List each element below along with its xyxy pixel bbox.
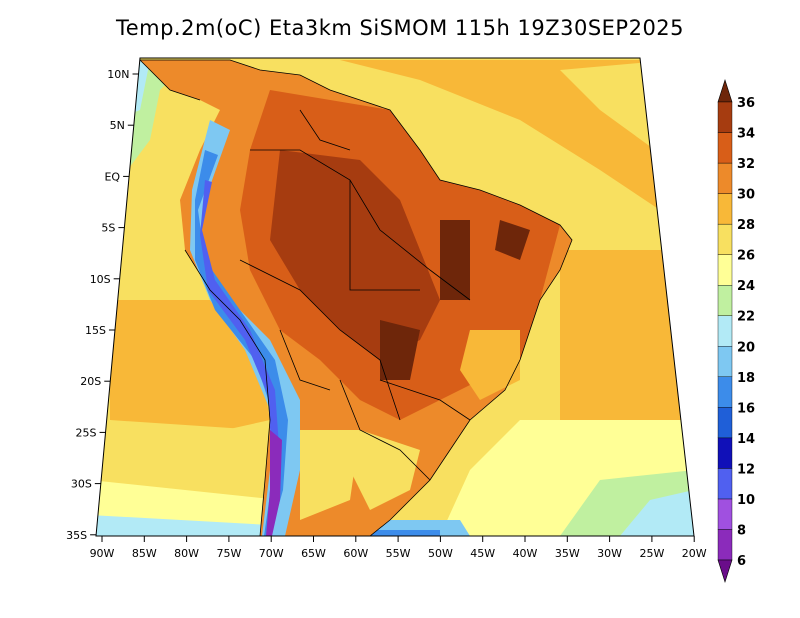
colorbar-swatch: [717, 315, 733, 347]
colorbar-swatch: [717, 162, 733, 194]
colorbar-swatch: [717, 376, 733, 408]
lon-tick-label: 55W: [386, 547, 411, 560]
lon-tick-label: 35W: [555, 547, 580, 560]
colorbar-label: 12: [737, 462, 755, 477]
temperature-field: [96, 58, 694, 536]
colorbar-label: 30: [737, 188, 755, 203]
colorbar-label: 36: [737, 96, 755, 111]
lon-tick-label: 70W: [259, 547, 284, 560]
lon-tick-label: 90W: [90, 547, 115, 560]
colorbar-bottom-arrow: [717, 559, 733, 583]
colorbar-swatch: [717, 193, 733, 225]
lon-tick-label: 40W: [513, 547, 538, 560]
colorbar-label: 16: [737, 401, 755, 416]
colorbar-swatch: [717, 529, 733, 561]
lat-tick-label: 20S: [80, 375, 101, 388]
lon-tick-label: 30W: [597, 547, 622, 560]
lon-tick-label: 65W: [301, 547, 326, 560]
colorbar-swatch: [717, 468, 733, 500]
colorbar-label: 28: [737, 218, 755, 233]
lon-tick-label: 60W: [343, 547, 368, 560]
lon-tick-label: 75W: [216, 547, 241, 560]
lon-tick-label: 80W: [174, 547, 199, 560]
lat-tick-label: 10S: [90, 273, 111, 286]
lon-tick-label: 50W: [428, 547, 453, 560]
lat-tick-label: 10N: [107, 68, 129, 81]
lon-tick-label: 85W: [132, 547, 157, 560]
colorbar-swatch: [717, 285, 733, 316]
lat-tick-label: 30S: [71, 478, 92, 491]
political-borders: [139, 59, 573, 536]
colorbar-swatch: [717, 498, 733, 530]
lat-tick-label: 5S: [101, 222, 115, 235]
colorbar-swatch: [717, 437, 733, 469]
colorbar-label: 34: [737, 127, 755, 142]
lon-tick-label: 20W: [682, 547, 707, 560]
lat-tick-label: 5N: [110, 119, 125, 132]
colorbar-label: 14: [737, 432, 755, 447]
colorbar: 6 8 10 12 14 16 18 20 22 24 26 28 30 32 34 36: [717, 79, 755, 583]
colorbar-label: 32: [737, 157, 755, 172]
map-title: Temp.2m(oC) Eta3km SiSMOM 115h 19Z30SEP2…: [115, 16, 685, 40]
lon-tick-label: 45W: [470, 547, 495, 560]
colorbar-label: 10: [737, 493, 755, 508]
colorbar-label: 24: [737, 279, 755, 294]
lat-tick-label: EQ: [104, 170, 120, 183]
colorbar-swatch: [717, 254, 733, 286]
colorbar-swatch: [717, 407, 733, 439]
colorbar-top-arrow: [717, 79, 733, 103]
colorbar-label: 8: [737, 523, 746, 538]
colorbar-swatch: [717, 132, 733, 164]
lat-tick-label: 15S: [85, 324, 106, 337]
colorbar-label: 22: [737, 310, 755, 325]
lat-tick-label: 35S: [66, 529, 87, 542]
colorbar-label: 18: [737, 371, 755, 386]
lat-tick-label: 25S: [76, 426, 97, 439]
colorbar-label: 6: [737, 554, 746, 569]
colorbar-swatch: [717, 346, 733, 377]
colorbar-swatch: [717, 223, 733, 255]
colorbar-label: 20: [737, 340, 755, 355]
colorbar-swatch: [717, 101, 733, 133]
lon-tick-label: 25W: [639, 547, 664, 560]
colorbar-label: 26: [737, 249, 755, 264]
